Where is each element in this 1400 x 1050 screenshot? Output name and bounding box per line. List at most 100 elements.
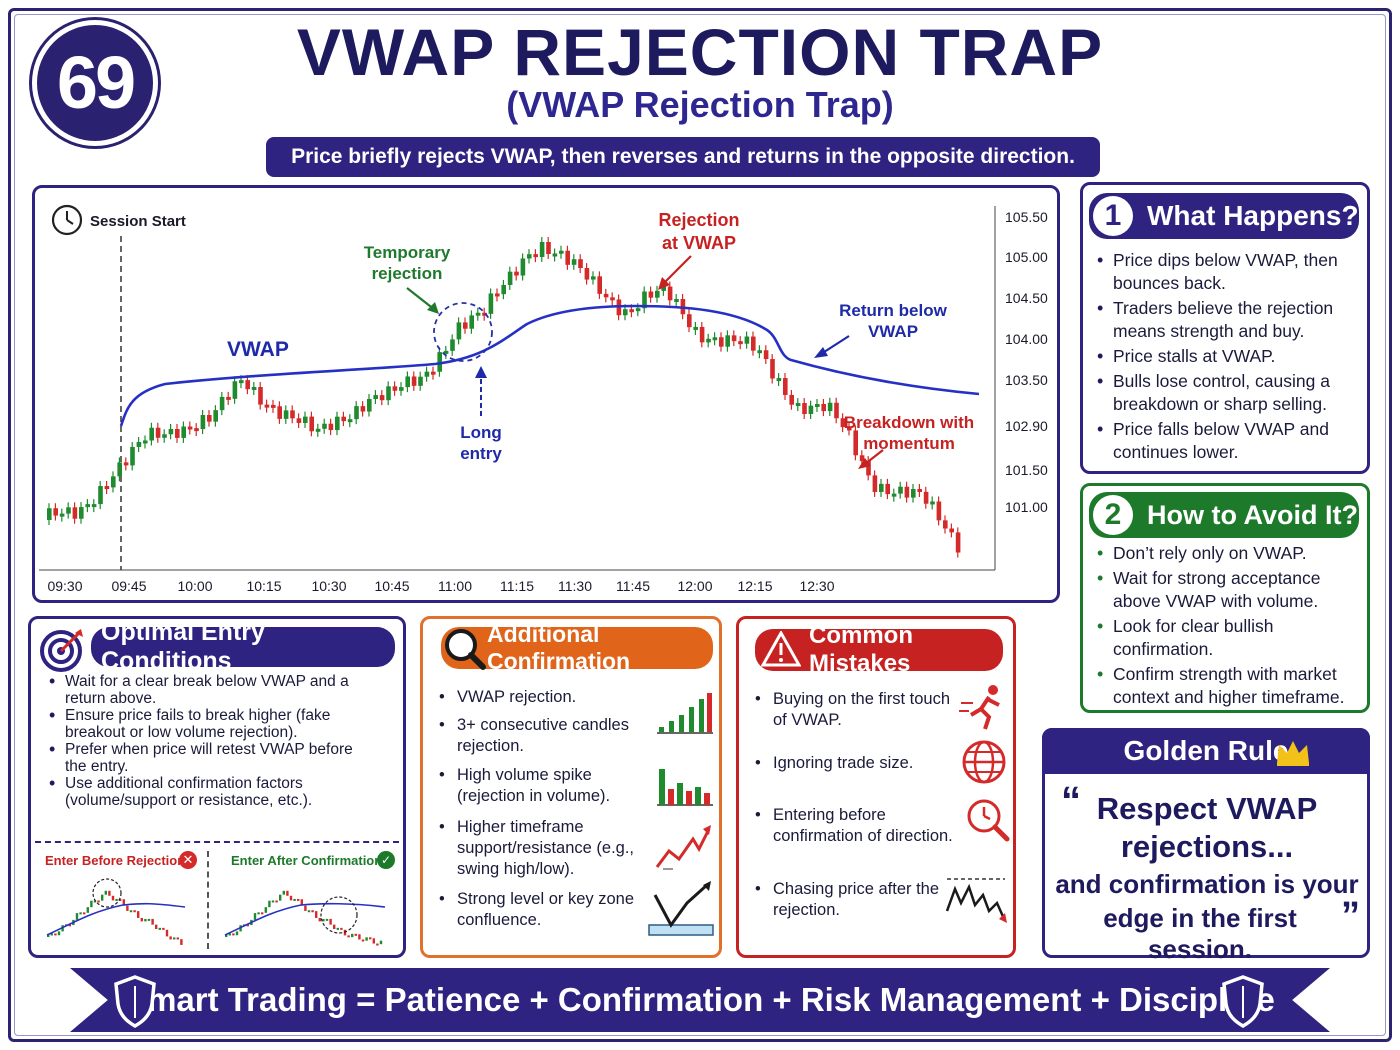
candle xyxy=(866,461,871,476)
candle xyxy=(853,430,858,456)
candle xyxy=(98,486,103,505)
rejection-at-vwap-label: Rejection at VWAP xyxy=(658,210,739,253)
mini-candle xyxy=(180,939,183,945)
candle xyxy=(667,286,673,301)
candle xyxy=(443,350,449,354)
candle xyxy=(552,253,558,257)
candle xyxy=(674,299,679,303)
candle xyxy=(693,326,698,330)
mini-candle xyxy=(101,894,104,901)
page-subtitle: (VWAP Rejection Trap) xyxy=(506,84,894,125)
mini-chart-before xyxy=(46,878,186,945)
mini-candle xyxy=(90,900,93,908)
mini-candle xyxy=(354,933,357,936)
candle xyxy=(623,309,628,316)
candlestick-chart: Session Start VWAP Temporary rejection Re… xyxy=(39,204,1048,594)
mini-candle xyxy=(235,931,239,936)
enter-before-label: Enter Before Rejection xyxy=(45,853,186,868)
candle xyxy=(533,254,538,258)
x-tick-label: 10:15 xyxy=(246,578,281,594)
mini-candle xyxy=(275,900,278,903)
candle xyxy=(770,359,775,379)
candle xyxy=(655,290,660,298)
candle xyxy=(328,423,334,431)
candles-icon xyxy=(657,693,713,734)
candle xyxy=(85,504,90,508)
globe-icon xyxy=(962,740,1006,784)
candle xyxy=(591,276,596,280)
mini-candle xyxy=(329,918,332,925)
breakdown-arrow xyxy=(864,449,884,465)
mini-candle xyxy=(140,917,143,922)
golden-rule-title: Golden Rule xyxy=(1123,735,1289,766)
mini-candle xyxy=(282,890,285,895)
candle xyxy=(226,396,231,400)
common-mistakes-title: Common Mistakes xyxy=(809,622,913,677)
mini-candle xyxy=(228,933,231,936)
candle xyxy=(955,532,961,553)
list-item: Wait for strong acceptance above VWAP wi… xyxy=(1095,567,1363,613)
candle xyxy=(507,271,513,285)
clock-search-icon xyxy=(967,799,1010,842)
mini-vwap-line xyxy=(224,902,386,936)
mini-candle xyxy=(151,918,154,925)
candle xyxy=(239,380,244,384)
golden-rule-header: Golden Rule xyxy=(1042,728,1370,774)
candle xyxy=(175,428,180,438)
mini-candle xyxy=(347,935,350,938)
candle xyxy=(341,416,346,422)
candle xyxy=(949,528,954,533)
golden-line-2: rejections... xyxy=(1120,829,1294,864)
candle xyxy=(187,426,193,430)
candle xyxy=(520,258,526,276)
chart-panel: Session Start VWAP Temporary rejection Re… xyxy=(32,185,1060,603)
candle xyxy=(469,315,474,329)
x-tick-label: 11:15 xyxy=(500,578,534,594)
candle xyxy=(597,276,602,294)
candle xyxy=(725,335,730,347)
mini-candle xyxy=(176,937,179,940)
breakdown-label: Breakdown with momentum xyxy=(844,413,974,453)
candle xyxy=(437,352,442,372)
candle xyxy=(699,326,705,343)
candle xyxy=(495,293,500,297)
candle xyxy=(795,403,801,407)
candle xyxy=(424,371,430,377)
golden-rule-card: Golden Rule “ Respect VWAP rejections...… xyxy=(1042,728,1370,964)
candle xyxy=(290,410,295,419)
candle xyxy=(194,428,199,432)
candle xyxy=(642,291,647,309)
candle xyxy=(687,314,692,328)
candle xyxy=(207,415,212,422)
candle xyxy=(648,291,654,298)
tagline-banner: Price briefly rejects VWAP, then reverse… xyxy=(266,137,1100,177)
optimal-entry-title: Optimal Entry Conditions xyxy=(101,618,265,675)
candle xyxy=(136,442,142,447)
list-item: Price falls below VWAP and continues low… xyxy=(1095,418,1363,464)
candle xyxy=(315,428,321,432)
candle xyxy=(245,380,250,390)
quote-close-icon: ” xyxy=(1341,895,1360,937)
mini-candle xyxy=(165,929,169,937)
mini-candle xyxy=(57,931,61,936)
candle xyxy=(879,483,884,492)
candle xyxy=(898,486,903,494)
candle xyxy=(456,322,462,340)
candle xyxy=(578,259,583,269)
mini-candle xyxy=(351,933,354,938)
mini-candle xyxy=(268,900,271,908)
candle xyxy=(872,475,878,492)
candle xyxy=(847,427,852,431)
candle xyxy=(72,507,78,519)
outer-frame xyxy=(8,8,1392,1042)
warning-icon xyxy=(761,631,801,667)
candle xyxy=(418,376,423,386)
x-tick-label: 11:00 xyxy=(438,578,472,594)
list-item: VWAP rejection. xyxy=(439,687,639,708)
candle xyxy=(891,493,897,497)
mini-candle xyxy=(119,898,122,901)
candle xyxy=(431,371,436,375)
optimal-entry-card: Optimal Entry Conditions Wait for a clea… xyxy=(28,616,406,958)
list-item: 3+ consecutive candles rejection. xyxy=(439,715,639,757)
what-happens-title: What Happens? xyxy=(1147,200,1359,231)
